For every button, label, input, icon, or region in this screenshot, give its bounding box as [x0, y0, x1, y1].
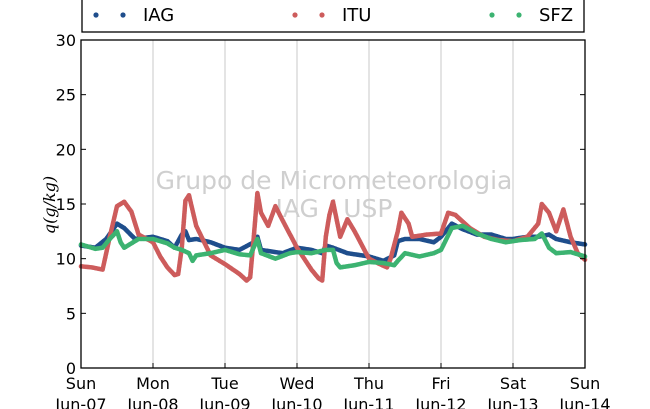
legend-marker-itu-1: [292, 12, 298, 18]
gridlines: [152, 40, 514, 368]
legend-entry-iag: IAG: [93, 5, 174, 26]
x-tick-day-label-3: Wed: [280, 374, 315, 393]
legend-label-sfz: SFZ: [539, 5, 573, 26]
y-tick-label-10: 10: [56, 250, 76, 269]
y-tick-label-30: 30: [56, 31, 76, 50]
watermark-line-1: Grupo de Micrometeorologia: [156, 166, 513, 195]
y-axis-label: q(g/kg): [40, 176, 59, 234]
legend-entry-sfz: SFZ: [489, 5, 573, 26]
x-tick-day-label-5: Fri: [431, 374, 450, 393]
x-tick-day-label-7: Sun: [570, 374, 600, 393]
x-tick-date-label-1: Jun-08: [126, 395, 178, 409]
legend-entry-itu: ITU: [292, 5, 371, 26]
legend-marker-sfz-1: [489, 12, 495, 18]
legend-marker-sfz-2: [516, 12, 522, 18]
x-tick-day-label-1: Mon: [136, 374, 170, 393]
x-tick-date-label-5: Jun-12: [414, 395, 466, 409]
legend-label-itu: ITU: [342, 5, 371, 26]
legend-frame: [81, 0, 585, 33]
x-tick-day-label-4: Thu: [353, 374, 384, 393]
legend-marker-itu-2: [319, 12, 325, 18]
x-axis: Sun Jun-07 Mon Jun-08 Tue Jun-09 Wed Jun-10 Thu J…: [54, 363, 611, 409]
y-tick-label-5: 5: [66, 304, 76, 323]
x-tick-date-label-2: Jun-09: [198, 395, 250, 409]
series-sfz: [78, 223, 588, 270]
y-tick-label-0: 0: [66, 359, 76, 378]
data-series: [78, 190, 588, 283]
y-tick-label-20: 20: [56, 140, 76, 159]
x-tick-day-label-6: Sat: [500, 374, 526, 393]
legend-marker-iag-2: [120, 12, 126, 18]
y-tick-label-15: 15: [56, 195, 76, 214]
x-tick-date-label-0: Jun-07: [54, 395, 106, 409]
x-tick-date-label-3: Jun-10: [270, 395, 322, 409]
y-tick-label-25: 25: [56, 86, 76, 105]
x-tick-date-label-6: Jun-13: [486, 395, 538, 409]
legend: IAG ITU SFZ: [81, 0, 585, 33]
x-tick-day-label-0: Sun: [66, 374, 96, 393]
legend-label-iag: IAG: [143, 5, 174, 26]
x-tick-date-label-7: Jun-14: [558, 395, 610, 409]
legend-marker-iag-1: [93, 12, 99, 18]
x-tick-date-label-4: Jun-11: [342, 395, 394, 409]
y-axis: 0 5 10 15 20 25 30: [56, 31, 585, 378]
x-tick-day-label-2: Tue: [210, 374, 238, 393]
